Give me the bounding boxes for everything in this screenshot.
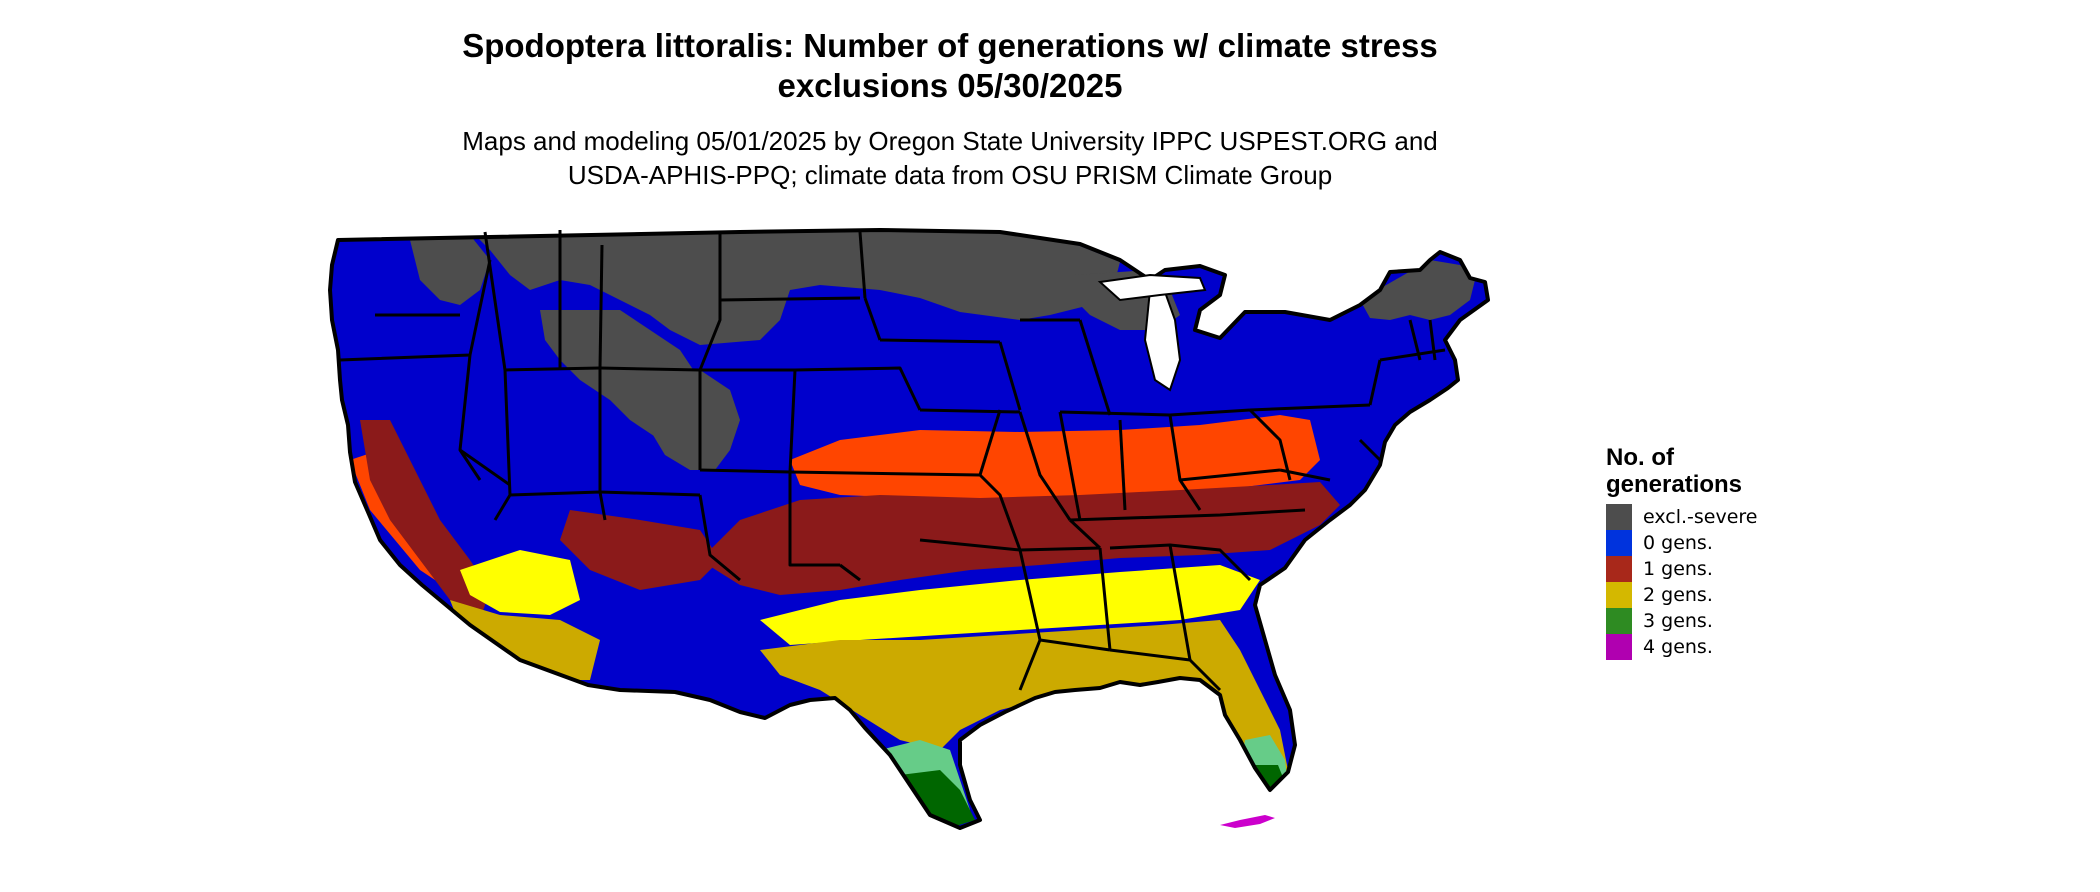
legend: No. of generations excl.-severe 0 gens. 1 … [1606, 444, 1758, 660]
zone-excluded-colorado [650, 360, 740, 470]
legend-swatch [1606, 504, 1632, 530]
subtitle-line-2: USDA-APHIS-PPQ; climate data from OSU PR… [567, 160, 1333, 190]
title-line-2: exclusions 05/30/2025 [777, 67, 1123, 104]
zone-1-gen-california [360, 420, 490, 620]
subtitle-line-1: Maps and modeling 05/01/2025 by Oregon S… [462, 126, 1438, 156]
legend-swatch [1606, 634, 1632, 660]
zone-2-gen-light-gulf [760, 565, 1260, 645]
legend-label: 3 gens. [1643, 610, 1713, 632]
legend-title-line-2: generations [1606, 471, 1743, 498]
legend-swatch [1606, 530, 1632, 556]
state-boundaries [339, 230, 1446, 692]
lake-michigan [1143, 288, 1182, 392]
us-generations-map [328, 228, 1490, 830]
legend-swatch [1606, 582, 1632, 608]
legend-item: 0 gens. [1606, 530, 1758, 556]
legend-swatch [1606, 556, 1632, 582]
lake-superior [1097, 273, 1207, 302]
zone-excluded-new-england [1360, 260, 1475, 320]
zone-3-gen-south-texas [900, 770, 975, 828]
zone-4-gen-florida-keys [1220, 815, 1275, 828]
zone-1-gen-light-band [790, 415, 1320, 498]
legend-item: 1 gens. [1606, 556, 1758, 582]
zone-excluded-idaho [410, 235, 490, 305]
legend-item: 3 gens. [1606, 608, 1758, 634]
legend-title-line-1: No. of [1606, 444, 1674, 471]
legend-label: 4 gens. [1643, 636, 1713, 658]
title-line-1: Spodoptera littoralis: Number of generat… [462, 27, 1438, 64]
zone-2-gen-light-arizona [460, 550, 580, 615]
legend-item: excl.-severe [1606, 504, 1758, 530]
legend-item: 2 gens. [1606, 582, 1758, 608]
legend-title: No. of generations [1606, 444, 1758, 498]
legend-swatch [1606, 608, 1632, 634]
legend-label: 1 gens. [1643, 558, 1713, 580]
legend-item: 4 gens. [1606, 634, 1758, 660]
map-subtitle: Maps and modeling 05/01/2025 by Oregon S… [0, 124, 1900, 192]
generation-zones [330, 230, 1488, 828]
legend-items: excl.-severe 0 gens. 1 gens. 2 gens. 3 gens.… [1606, 504, 1758, 660]
zone-1-gen-southern-band [700, 482, 1340, 595]
legend-label: 0 gens. [1643, 532, 1713, 554]
legend-label: excl.-severe [1643, 506, 1758, 528]
zone-excluded-northern-plains [470, 230, 1120, 345]
zone-2-gen-gulf-coast [760, 620, 1290, 800]
legend-label: 2 gens. [1643, 584, 1713, 606]
zone-1-gen-arizona [560, 510, 720, 590]
map-title: Spodoptera littoralis: Number of generat… [0, 26, 1900, 106]
